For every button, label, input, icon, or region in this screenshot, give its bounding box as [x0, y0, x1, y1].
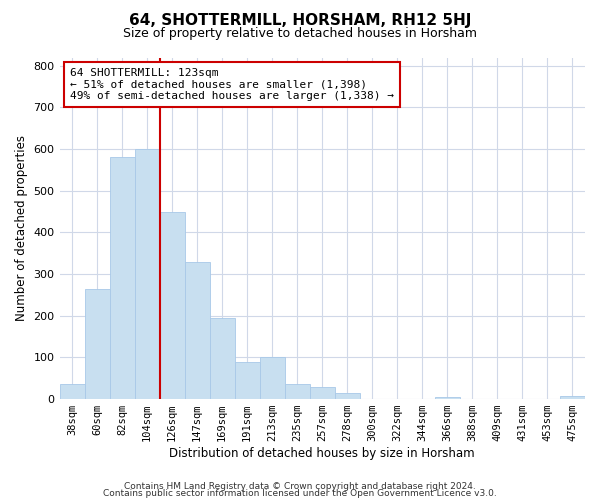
Bar: [134, 149, 160, 399]
Text: 64 SHOTTERMILL: 123sqm
← 51% of detached houses are smaller (1,398)
49% of semi-: 64 SHOTTERMILL: 123sqm ← 51% of detached…: [70, 68, 394, 101]
Text: Size of property relative to detached houses in Horsham: Size of property relative to detached ho…: [123, 28, 477, 40]
Bar: [185, 262, 209, 399]
Bar: [560, 396, 585, 399]
Bar: [110, 158, 134, 399]
Bar: [335, 393, 360, 399]
Text: Contains HM Land Registry data © Crown copyright and database right 2024.: Contains HM Land Registry data © Crown c…: [124, 482, 476, 491]
Text: 64, SHOTTERMILL, HORSHAM, RH12 5HJ: 64, SHOTTERMILL, HORSHAM, RH12 5HJ: [129, 12, 471, 28]
Bar: [285, 384, 310, 399]
Text: Contains public sector information licensed under the Open Government Licence v3: Contains public sector information licen…: [103, 489, 497, 498]
Bar: [235, 362, 260, 399]
Bar: [435, 397, 460, 399]
Bar: [209, 318, 235, 399]
Bar: [310, 386, 335, 399]
Bar: [260, 358, 285, 399]
Bar: [85, 288, 110, 399]
Bar: [59, 384, 85, 399]
Y-axis label: Number of detached properties: Number of detached properties: [15, 136, 28, 322]
X-axis label: Distribution of detached houses by size in Horsham: Distribution of detached houses by size …: [169, 447, 475, 460]
Bar: [160, 212, 185, 399]
